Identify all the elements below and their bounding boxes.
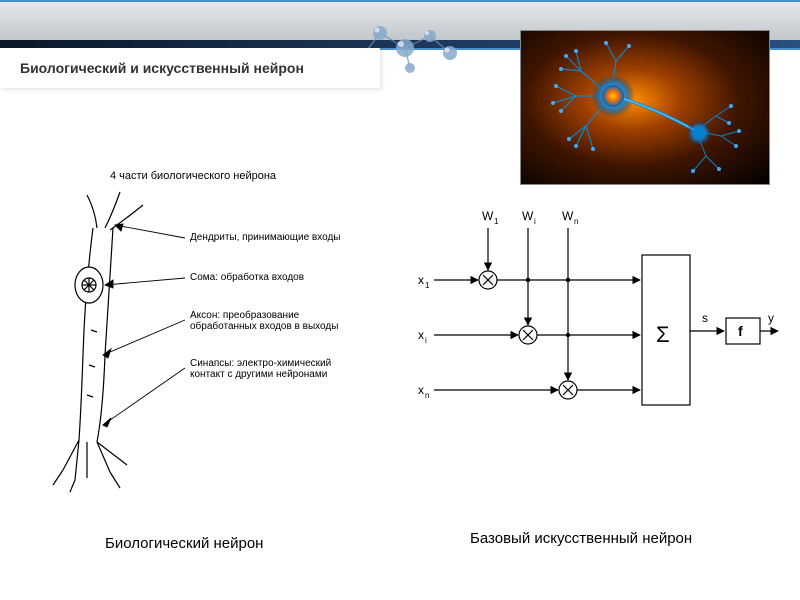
- bio-label-dendrites: Дендриты, принимающие входы: [190, 232, 341, 243]
- title-box: Биологический и искусственный нейрон: [0, 48, 380, 88]
- bio-neuron-diagram: 4 части биологического нейрона: [35, 170, 405, 500]
- svg-text:x: x: [418, 273, 424, 287]
- bio-label-axon: Аксон: преобразование обработанных входо…: [190, 310, 338, 332]
- svg-text:y: y: [768, 311, 774, 325]
- bio-diagram-title: 4 части биологического нейрона: [110, 170, 276, 182]
- bio-label-synapse: Синапсы: электро-химический контакт с др…: [190, 358, 331, 380]
- svg-text:W: W: [562, 209, 574, 223]
- artificial-neuron-diagram: x1 xi xn W1 Wi Wn: [400, 200, 780, 460]
- svg-text:i: i: [534, 217, 536, 226]
- svg-text:s: s: [702, 311, 708, 325]
- bio-caption: Биологический нейрон: [105, 535, 263, 552]
- slide-title: Биологический и искусственный нейрон: [20, 60, 304, 76]
- svg-text:n: n: [425, 391, 429, 400]
- svg-text:i: i: [425, 336, 427, 345]
- svg-text:W: W: [482, 209, 494, 223]
- neuron-illustration: [520, 30, 770, 185]
- svg-text:x: x: [418, 383, 424, 397]
- header-line-top: [0, 0, 800, 2]
- svg-text:1: 1: [425, 281, 430, 290]
- svg-text:Σ: Σ: [656, 322, 670, 347]
- svg-text:f: f: [738, 323, 743, 339]
- bio-label-soma: Сома: обработка входов: [190, 272, 304, 283]
- svg-text:x: x: [418, 328, 424, 342]
- svg-text:1: 1: [494, 217, 499, 226]
- svg-text:n: n: [574, 217, 578, 226]
- svg-text:W: W: [522, 209, 534, 223]
- art-caption: Базовый искусственный нейрон: [470, 530, 692, 547]
